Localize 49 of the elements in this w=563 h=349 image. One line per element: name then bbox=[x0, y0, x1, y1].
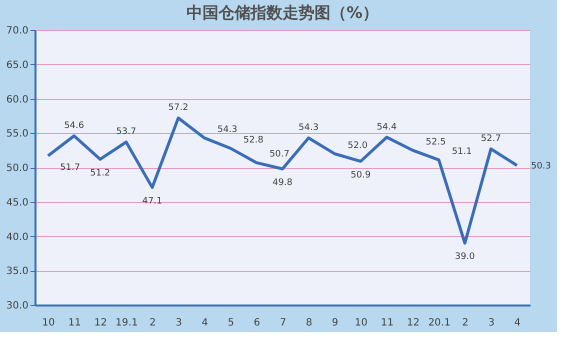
x-tick-label: 6 bbox=[254, 318, 260, 328]
x-tick-label: 20.1 bbox=[428, 318, 450, 328]
data-label: 52.8 bbox=[243, 135, 264, 146]
x-tick-label: 3 bbox=[176, 318, 182, 328]
x-tick-label: 19.1 bbox=[116, 318, 138, 328]
x-tick-label: 2 bbox=[462, 318, 469, 328]
x-tick-label: 4 bbox=[514, 318, 521, 328]
chart-title: 中国仓储指数走势图（%） bbox=[186, 3, 379, 22]
y-tick-label: 45.0 bbox=[6, 197, 28, 208]
data-label: 53.7 bbox=[116, 127, 136, 138]
y-tick-label: 35.0 bbox=[6, 266, 28, 278]
data-label: 52.0 bbox=[348, 140, 368, 151]
data-label: 54.3 bbox=[217, 124, 238, 135]
x-tick-label: 8 bbox=[306, 318, 312, 328]
y-tick-label: 60.0 bbox=[6, 94, 28, 106]
x-tick-label: 5 bbox=[228, 318, 234, 328]
y-tick-label: 70.0 bbox=[6, 26, 28, 36]
data-label: 54.6 bbox=[64, 120, 84, 131]
x-tick-label: 9 bbox=[332, 318, 338, 328]
y-tick-label: 40.0 bbox=[6, 232, 28, 243]
y-tick-label: 50.0 bbox=[6, 163, 28, 174]
data-label: 52.7 bbox=[480, 134, 501, 144]
data-label: 50.9 bbox=[350, 170, 371, 180]
data-label: 51.1 bbox=[452, 146, 472, 157]
x-tick-label: 3 bbox=[488, 318, 495, 328]
data-label: 39.0 bbox=[454, 252, 476, 262]
x-tick-label: 4 bbox=[202, 318, 208, 328]
data-label: 50.7 bbox=[269, 150, 290, 160]
x-tick-label: 10 bbox=[42, 318, 55, 328]
x-tick-label: 12 bbox=[406, 318, 420, 328]
y-tick-label: 65.0 bbox=[6, 60, 28, 71]
data-label: 54.4 bbox=[376, 122, 397, 132]
x-tick-label: 10 bbox=[354, 318, 368, 328]
data-label: 47.1 bbox=[142, 196, 162, 206]
data-label: 50.3 bbox=[530, 161, 552, 172]
data-label: 57.2 bbox=[168, 103, 188, 113]
x-tick-label: 7 bbox=[280, 318, 286, 328]
x-tick-label: 2 bbox=[150, 318, 156, 328]
data-label: 52.5 bbox=[426, 137, 446, 148]
data-label: 49.8 bbox=[272, 178, 293, 188]
x-tick-label: 11 bbox=[380, 318, 394, 328]
x-tick-label: 11 bbox=[68, 318, 81, 328]
data-label: 51.2 bbox=[90, 168, 110, 178]
line-series bbox=[46, 116, 518, 245]
y-tick-label: 30.0 bbox=[6, 300, 28, 312]
x-tick-label: 12 bbox=[94, 318, 107, 328]
y-tick-label: 55.0 bbox=[6, 128, 28, 140]
data-label: 54.3 bbox=[298, 122, 319, 133]
data-label: 51.7 bbox=[60, 162, 80, 173]
